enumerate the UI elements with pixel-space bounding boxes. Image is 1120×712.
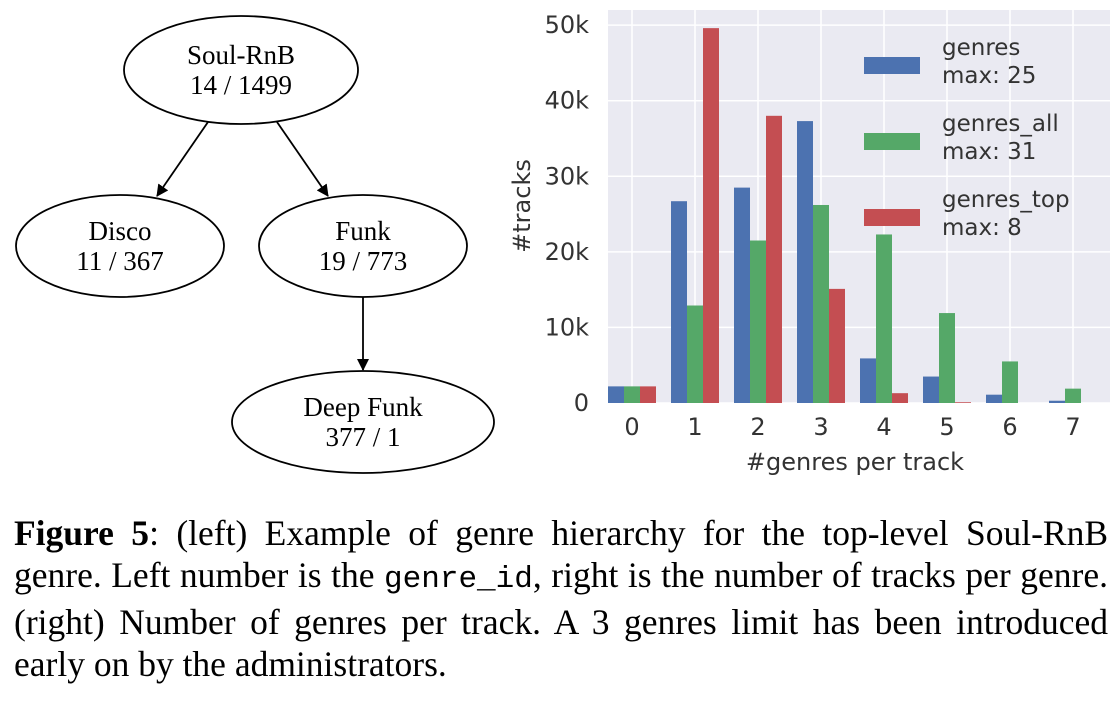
legend-entry-max: max: 25 — [942, 63, 1036, 89]
caption-text-1: : (left) Example of genre hierarchy for … — [14, 513, 1108, 595]
tree-node-funk: Funk 19 / 773 — [258, 194, 468, 298]
node-label: 11 / 367 — [76, 246, 164, 276]
tree-node-soul-rnb: Soul-RnB 14 / 1499 — [123, 15, 359, 125]
legend-entry-name: genres_top — [942, 187, 1070, 213]
y-tick-label: 40k — [545, 87, 590, 115]
y-tick-label: 30k — [545, 162, 590, 190]
x-tick-label: 0 — [624, 413, 639, 441]
bar-genres-all-0 — [624, 386, 640, 403]
bar-genres-7 — [1049, 400, 1065, 403]
y-tick-label: 10k — [545, 313, 590, 341]
tree-edge-soul-rnb-disco — [156, 121, 209, 197]
bar-genres-1 — [671, 201, 687, 403]
legend-entry-max: max: 31 — [942, 139, 1036, 165]
x-tick-label: 2 — [750, 413, 765, 441]
bar-genres-4 — [860, 358, 876, 403]
bar-genres-all-1 — [687, 305, 703, 403]
bar-genres-all-5 — [939, 313, 955, 403]
caption-code: genre_id — [384, 562, 533, 597]
node-label: 14 / 1499 — [190, 70, 292, 100]
y-axis-label: #tracks — [508, 159, 536, 253]
tree-node-disco: Disco 11 / 367 — [15, 194, 225, 298]
node-name: Deep Funk — [303, 392, 423, 422]
x-tick-label: 6 — [1002, 413, 1017, 441]
legend-swatch-genres-all — [864, 133, 920, 150]
bar-genres-top-0 — [640, 386, 656, 403]
legend-entry-max: max: 8 — [942, 215, 1022, 241]
node-name: Soul-RnB — [187, 40, 295, 70]
y-tick-label: 0 — [574, 389, 589, 417]
bar-genres-2 — [734, 187, 750, 403]
x-tick-label: 7 — [1065, 413, 1080, 441]
bar-genres-all-3 — [813, 204, 829, 403]
node-name: Disco — [89, 216, 152, 246]
x-tick-label: 1 — [687, 413, 702, 441]
bar-genres-0 — [608, 386, 624, 403]
legend-swatch-genres — [864, 57, 920, 74]
bars — [608, 28, 1081, 404]
bar-genres-all-6 — [1002, 361, 1018, 403]
y-tick-label: 50k — [545, 11, 590, 39]
x-tick-label: 5 — [939, 413, 954, 441]
caption-label: Figure 5 — [14, 513, 150, 553]
caption-text-2: , right is the number of tracks per genr… — [14, 555, 1108, 684]
x-tick-label: 4 — [876, 413, 891, 441]
bar-genres-all-2 — [750, 240, 766, 403]
bar-genres-top-2 — [766, 115, 782, 404]
bar-genres-top-4 — [892, 393, 908, 403]
genre-hierarchy-tree: Soul-RnB 14 / 1499 Disco 11 / 367 Funk 1… — [15, 15, 495, 474]
x-tick-labels: 0 1 2 3 4 5 6 7 — [624, 413, 1080, 441]
node-name: Funk — [335, 216, 391, 246]
bar-genres-all-4 — [876, 234, 892, 403]
y-tick-labels: 0 10k 20k 30k 40k 50k — [545, 11, 590, 417]
bar-genres-top-5 — [955, 402, 971, 403]
legend-entry-name: genres_all — [942, 111, 1059, 137]
node-label: 19 / 773 — [319, 246, 408, 276]
x-axis-label: #genres per track — [746, 448, 964, 476]
bar-genres-6 — [986, 394, 1002, 403]
legend-entry-name: genres — [942, 35, 1020, 61]
node-label: 377 / 1 — [325, 422, 400, 452]
figure-caption: Figure 5: (left) Example of genre hierar… — [14, 512, 1108, 685]
bar-genres-top-3 — [829, 288, 845, 403]
x-tick-label: 3 — [813, 413, 828, 441]
bar-genres-top-1 — [703, 28, 719, 404]
bar-genres-5 — [923, 376, 939, 403]
legend-swatch-genres-top — [864, 209, 920, 226]
bar-genres-all-7 — [1065, 388, 1081, 403]
tree-edge-soul-rnb-funk — [276, 121, 329, 197]
tree-node-deep-funk: Deep Funk 377 / 1 — [231, 370, 495, 474]
bar-genres-3 — [797, 121, 813, 403]
y-tick-label: 20k — [545, 238, 590, 266]
